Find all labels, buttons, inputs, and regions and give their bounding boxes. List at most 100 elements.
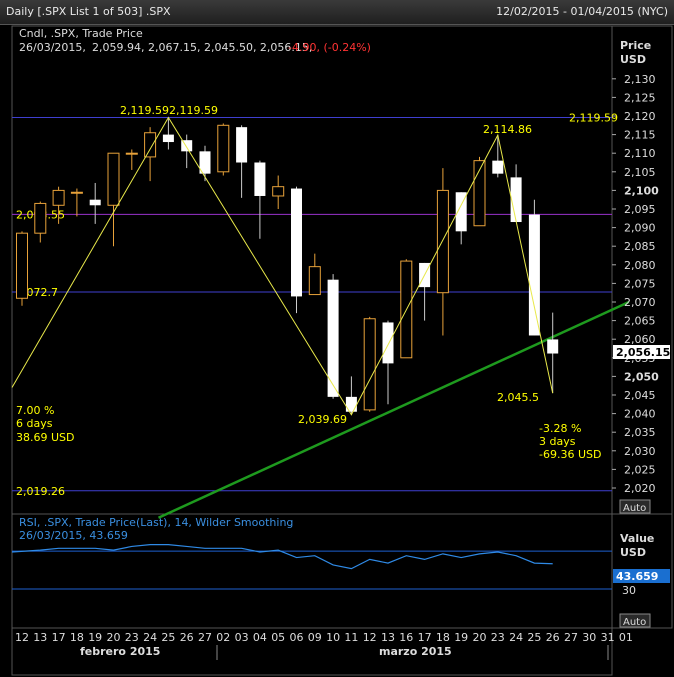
- candle-body: [34, 202, 47, 234]
- price-axis[interactable]: [611, 25, 673, 515]
- y-tick-label: 2,080: [624, 259, 656, 272]
- x-tick-label: 12: [363, 631, 377, 644]
- x-tick-label: 19: [88, 631, 102, 644]
- price-legend-ohlc: 2,059.94, 2,067.15, 2,045.50, 2,056.15,: [92, 41, 312, 54]
- last-price-value: 2,056.15: [616, 346, 670, 359]
- candle-body: [217, 124, 230, 173]
- x-tick-label: 23: [125, 631, 139, 644]
- x-tick-label: 13: [33, 631, 47, 644]
- y-tick-label: 2,110: [624, 147, 656, 160]
- time-axis[interactable]: [11, 627, 613, 676]
- rsi-axis-unit: USD: [620, 546, 646, 559]
- rsi-auto-scale-label: Auto: [623, 617, 646, 628]
- price-legend-series: Cndl, .SPX, Trade Price: [19, 27, 143, 40]
- rsi-pane[interactable]: [11, 513, 613, 629]
- candle-body: [236, 127, 248, 163]
- x-tick-label: 31: [601, 631, 615, 644]
- candle: [254, 160, 266, 239]
- candle-body: [291, 188, 302, 297]
- y-tick-label: 2,035: [624, 426, 656, 439]
- x-tick-label: 20: [107, 631, 121, 644]
- candle-body: [547, 339, 559, 354]
- candle-body: [308, 266, 321, 296]
- candle-body: [272, 186, 285, 197]
- candle: [107, 152, 120, 247]
- candle-body: [510, 177, 522, 223]
- candle: [436, 168, 449, 336]
- zigzag-label: 2,119.592,119.59: [120, 104, 218, 117]
- y-tick-label: 2,085: [624, 240, 656, 253]
- candle: [547, 312, 559, 394]
- y-tick-label: 2,075: [624, 277, 656, 290]
- x-tick-label: 17: [418, 631, 432, 644]
- x-tick-label: 12: [15, 631, 29, 644]
- candle: [473, 156, 486, 227]
- zigzag-label: 2,039.69: [298, 413, 347, 426]
- candle: [363, 316, 376, 412]
- x-tick-label: 09: [308, 631, 322, 644]
- y-tick-label: 2,120: [624, 110, 656, 123]
- x-tick-label: 06: [290, 631, 304, 644]
- price-axis-unit: USD: [620, 53, 646, 66]
- stats-right-usd: -69.36 USD: [539, 448, 601, 461]
- candle: [34, 201, 47, 243]
- candle-body: [162, 134, 174, 143]
- y-tick-label: 2,125: [624, 91, 656, 104]
- candle-body: [492, 160, 504, 174]
- candle: [89, 182, 101, 224]
- y-tick-label: 2,050: [624, 370, 659, 383]
- x-tick-label: 19: [454, 631, 468, 644]
- window-title-bar: Daily [.SPX List 1 of 503] .SPX 12/02/20…: [0, 0, 674, 25]
- candle: [291, 186, 302, 314]
- x-tick-label: 23: [491, 631, 505, 644]
- candle: [125, 149, 138, 170]
- x-tick-label: 27: [198, 631, 212, 644]
- horizontal-line-label: 2,119.59: [569, 112, 618, 125]
- y-tick-label: 2,040: [624, 408, 656, 421]
- x-tick-label: 16: [399, 631, 413, 644]
- x-tick-label: 01: [619, 631, 633, 644]
- price-legend-change: -4.90, (-0.24%): [288, 41, 371, 54]
- candle-body: [528, 214, 540, 336]
- price-legend-date: 26/03/2015,: [19, 41, 86, 54]
- rsi-auto-scale-button[interactable]: [619, 613, 651, 628]
- price-auto-scale-button[interactable]: [619, 499, 651, 514]
- candle-body: [199, 151, 211, 174]
- x-tick-label: 03: [235, 631, 249, 644]
- y-tick-label: 2,030: [624, 445, 656, 458]
- candle-body: [363, 318, 376, 411]
- candle-body: [473, 160, 486, 227]
- x-tick-label: 11: [344, 631, 358, 644]
- candle: [455, 192, 467, 245]
- price-auto-scale-label: Auto: [623, 503, 646, 514]
- rsi-axis-title: Value: [620, 532, 654, 545]
- candle-body: [436, 189, 449, 294]
- y-tick-label: 2,095: [624, 203, 656, 216]
- x-tick-label: 25: [161, 631, 175, 644]
- candle: [52, 186, 65, 224]
- y-tick-label: 2,105: [624, 166, 656, 179]
- candle: [70, 188, 83, 217]
- rsi-last-value: 43.659: [616, 570, 658, 583]
- date-range: 12/02/2015 - 01/04/2015 (NYC): [496, 5, 668, 18]
- x-tick-label: 04: [253, 631, 267, 644]
- x-tick-label: 24: [143, 631, 157, 644]
- x-tick-label: 25: [527, 631, 541, 644]
- candle: [492, 135, 504, 178]
- x-tick-label: 17: [52, 631, 66, 644]
- trendline: [157, 300, 630, 519]
- y-tick-label: 2,045: [624, 389, 656, 402]
- candle-body: [16, 232, 28, 299]
- y-tick-label: 2,130: [624, 73, 656, 86]
- candle: [528, 199, 540, 336]
- rsi-legend-value: 26/03/2015, 43.659: [19, 529, 128, 542]
- stats-left-pct: 7.00 %: [16, 404, 54, 417]
- candle: [308, 253, 321, 296]
- y-tick-label: 2,115: [624, 129, 656, 142]
- candle-body: [70, 191, 83, 194]
- candle: [217, 123, 230, 176]
- rsi-legend-series: RSI, .SPX, Trade Price(Last), 14, Wilder…: [19, 516, 293, 529]
- x-tick-label: 26: [546, 631, 560, 644]
- price-axis-title: Price: [620, 39, 651, 52]
